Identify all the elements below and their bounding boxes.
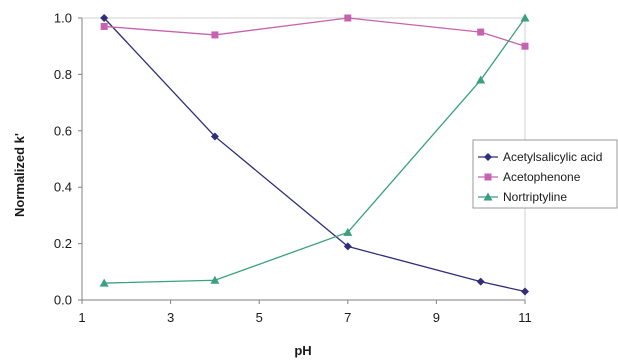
y-axis-title: Normalized k' xyxy=(12,133,27,217)
data-point xyxy=(343,227,353,236)
data-point xyxy=(100,14,109,22)
legend-marker xyxy=(483,192,493,201)
data-point xyxy=(477,28,485,36)
y-tick-label: 0.8 xyxy=(54,67,72,82)
legend-label: Acetylsalicylic acid xyxy=(503,150,602,164)
y-tick-label: 0.6 xyxy=(54,123,72,138)
data-point xyxy=(211,31,219,39)
y-tick-label: 1.0 xyxy=(54,11,72,26)
data-point xyxy=(521,287,529,296)
x-axis-title: pH xyxy=(294,343,311,358)
data-point xyxy=(520,13,530,22)
legend: Acetylsalicylic acid Acetophenone Nortript… xyxy=(472,139,618,209)
series-acetylsalicylic-acid xyxy=(100,14,529,296)
data-point xyxy=(100,22,108,30)
legend-marker xyxy=(484,153,492,161)
legend-item: Acetylsalicylic acid xyxy=(478,150,602,164)
series-acetophenone xyxy=(100,14,529,50)
x-tick-label: 11 xyxy=(518,310,532,325)
data-point xyxy=(344,14,352,22)
series-line xyxy=(103,17,526,293)
x-tick-label: 7 xyxy=(344,310,351,325)
x-tick-label: 1 xyxy=(78,310,85,325)
legend-item: Acetophenone xyxy=(478,170,581,184)
x-tick-label: 9 xyxy=(433,310,440,325)
data-point xyxy=(343,242,352,251)
data-point xyxy=(210,132,219,141)
data-point xyxy=(476,75,486,84)
series-layer xyxy=(99,13,530,296)
x-axis-ticks: 1 3 5 7 9 11 xyxy=(78,300,532,325)
series-nortriptyline xyxy=(99,13,530,287)
legend-label: Acetophenone xyxy=(503,170,581,184)
y-tick-label: 0.4 xyxy=(54,180,72,195)
series-line xyxy=(104,17,526,284)
x-tick-label: 3 xyxy=(167,310,174,325)
data-point xyxy=(521,42,529,50)
data-point xyxy=(476,277,485,286)
data-point xyxy=(99,278,109,287)
legend-label: Nortriptyline xyxy=(503,190,567,204)
legend-marker xyxy=(484,173,492,181)
y-axis-ticks: 0.0 0.2 0.4 0.6 0.8 1.0 xyxy=(54,11,82,308)
series-line xyxy=(104,17,526,47)
x-tick-label: 5 xyxy=(256,310,263,325)
plot-area xyxy=(81,17,526,301)
data-point xyxy=(210,275,220,284)
y-tick-label: 0.2 xyxy=(54,236,72,251)
y-tick-label: 0.0 xyxy=(54,293,72,308)
legend-item: Nortriptyline xyxy=(478,190,567,204)
